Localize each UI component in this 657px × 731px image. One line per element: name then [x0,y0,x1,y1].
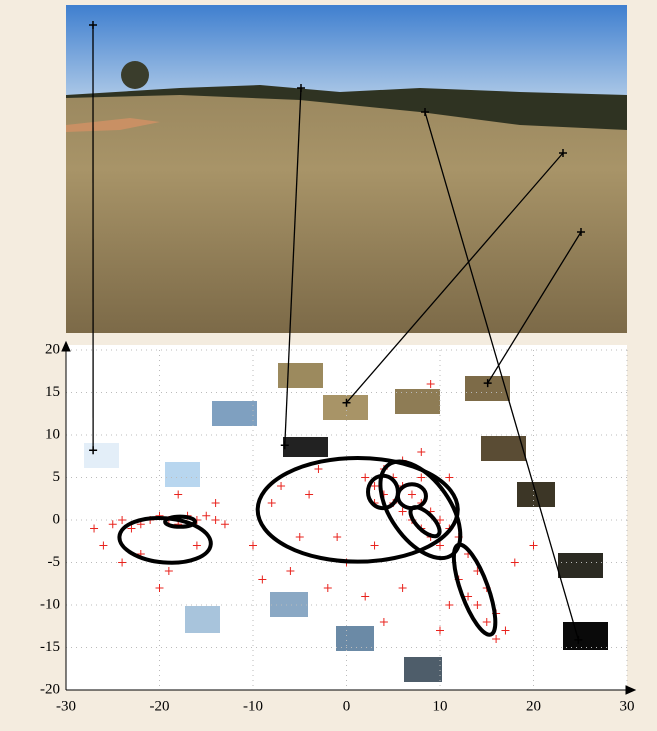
y-tick-label: -5 [48,554,61,570]
y-tick-label: 15 [45,384,60,400]
thumbnail [558,553,603,578]
x-tick-label: -10 [243,698,263,714]
x-tick-label: 30 [620,698,635,714]
y-tick-label: 0 [53,511,61,527]
thumbnail [165,462,200,487]
x-tick-label: 0 [343,698,351,714]
y-tick-label: 10 [45,426,60,442]
thumbnail [212,401,257,426]
y-tick-label: 5 [53,469,61,485]
photo-tree [121,61,149,89]
x-tick-label: -30 [56,698,76,714]
x-tick-label: 20 [526,698,541,714]
photo-sky [66,5,627,95]
thumbnail [323,395,368,420]
thumbnail [283,437,328,457]
y-tick-label: 20 [45,341,60,357]
x-tick-label: 10 [433,698,448,714]
photo [66,5,627,333]
y-tick-label: -10 [40,596,60,612]
thumbnail [84,443,119,468]
thumbnail [563,622,608,650]
thumbnail [481,436,526,461]
y-tick-label: -20 [40,681,60,697]
thumbnail [404,657,442,682]
y-tick-label: -15 [40,639,60,655]
thumbnail [278,363,323,388]
thumbnail [185,606,220,633]
thumbnail [270,592,308,617]
x-tick-label: -20 [150,698,170,714]
